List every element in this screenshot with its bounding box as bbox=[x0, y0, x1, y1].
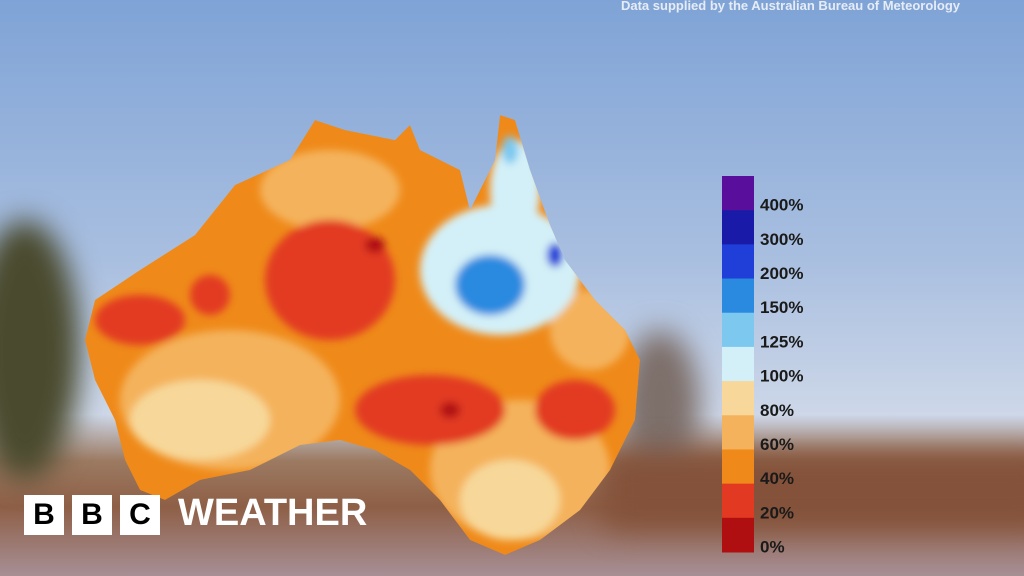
legend-label: 0% bbox=[760, 537, 785, 556]
legend-swatch bbox=[722, 449, 754, 485]
legend-label: 20% bbox=[760, 503, 794, 522]
legend-label: 400% bbox=[760, 196, 803, 215]
logo-box bbox=[24, 495, 64, 535]
legend-swatch bbox=[722, 517, 754, 553]
logo-letter: C bbox=[129, 498, 151, 531]
legend-label: 125% bbox=[760, 332, 803, 351]
legend-label: 150% bbox=[760, 298, 803, 317]
logo-text: WEATHER bbox=[178, 492, 367, 534]
legend-swatch bbox=[722, 483, 754, 519]
source-credit: Data supplied by the Australian Bureau o… bbox=[621, 0, 961, 13]
ground bbox=[600, 450, 1024, 530]
legend-label: 40% bbox=[760, 469, 794, 488]
legend-label: 200% bbox=[760, 264, 803, 283]
legend-label: 100% bbox=[760, 367, 803, 386]
legend-swatch bbox=[722, 346, 754, 382]
logo-box bbox=[72, 495, 112, 535]
legend-swatch bbox=[722, 278, 754, 314]
logo-letter: B bbox=[81, 498, 103, 531]
legend-label: 80% bbox=[760, 401, 794, 420]
logo-letter: B bbox=[33, 498, 55, 531]
legend-swatch bbox=[722, 415, 754, 450]
legend-swatch bbox=[722, 210, 754, 245]
legend: 400% 300% 200% 150% 125% 100% 80% 60% 40% 20% 0% bbox=[722, 176, 803, 556]
legend-swatch bbox=[722, 176, 754, 211]
legend-label: 60% bbox=[760, 435, 794, 454]
logo-box bbox=[120, 495, 160, 535]
legend-swatch bbox=[722, 244, 754, 280]
legend-label: 300% bbox=[760, 230, 803, 249]
rainfall-map bbox=[85, 115, 640, 555]
legend-swatch bbox=[722, 312, 754, 348]
legend-swatch bbox=[722, 381, 754, 416]
